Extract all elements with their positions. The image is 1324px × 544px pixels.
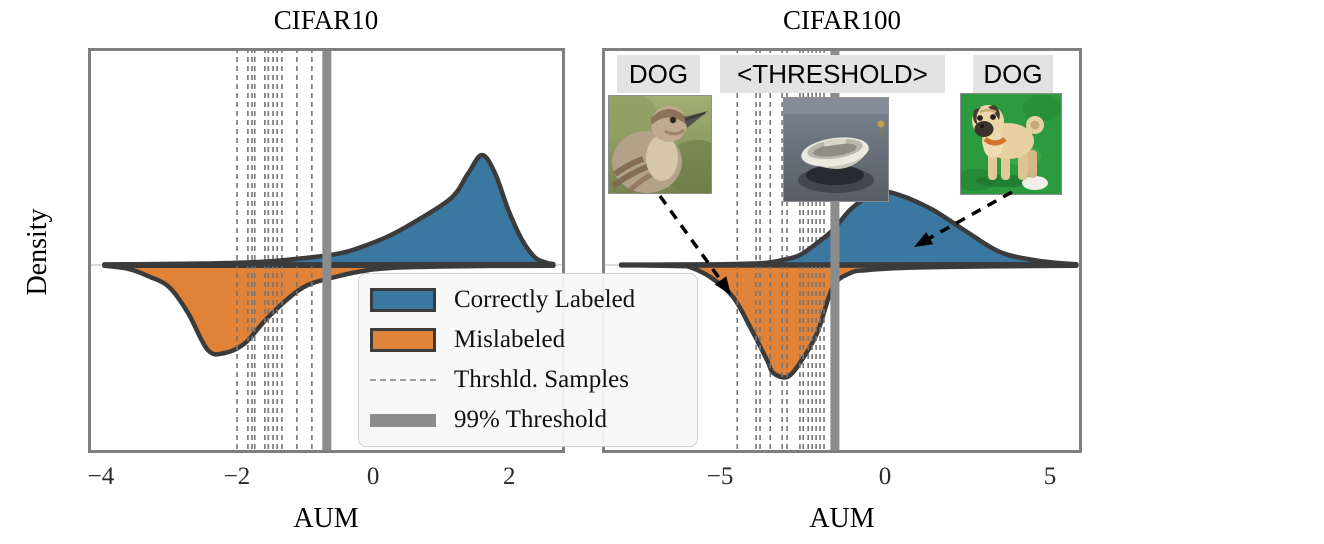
x-tick-cifar100-5: 5: [1043, 463, 1057, 490]
legend-item-99-threshold: 99% Threshold: [370, 400, 697, 440]
correct-density-outline: [102, 152, 556, 267]
x-tick-cifar10-0: 0: [366, 463, 380, 490]
legend-item-correctly-labeled: Correctly Labeled: [370, 280, 697, 320]
correct-density-area: [104, 155, 554, 265]
bird-image: [608, 95, 712, 194]
x-tick-cifar100-0: 0: [878, 463, 892, 490]
y-axis-label: Density: [22, 208, 53, 296]
annotation-label-dog-left: DOG: [617, 55, 700, 93]
x-tick-cifar100-−5: −5: [706, 463, 734, 490]
legend-label-correctly-labeled: Correctly Labeled: [454, 286, 636, 313]
legend-swatch-threshold-samples: [370, 379, 436, 381]
chart-title-cifar10: CIFAR10: [273, 5, 379, 35]
mislabeled-density-area: [104, 265, 554, 355]
legend-item-mislabeled: Mislabeled: [370, 320, 697, 360]
x-axis-label-left: AUM: [293, 503, 359, 534]
correct-density-area: [621, 190, 1077, 265]
x-tick-cifar10-−2: −2: [223, 463, 251, 490]
chart-title-cifar100: CIFAR100: [782, 5, 902, 35]
legend-label-mislabeled: Mislabeled: [454, 326, 566, 353]
correct-density-outline: [618, 188, 1079, 267]
legend-swatch-99-threshold: [370, 413, 436, 427]
mislabeled-density-area: [621, 265, 1077, 378]
legend: Correctly Labeled Mislabeled Thrshld. Sa…: [358, 273, 698, 447]
annotation-label-threshold: <THRESHOLD>: [720, 55, 945, 93]
legend-label-threshold-samples: Thrshld. Samples: [454, 366, 629, 393]
x-tick-cifar10-2: 2: [502, 463, 516, 490]
legend-swatch-mislabeled: [370, 328, 436, 352]
annotation-label-dog-right: DOG: [973, 55, 1053, 93]
boat-image: [783, 97, 889, 202]
legend-label-99-threshold: 99% Threshold: [454, 406, 607, 433]
x-axis-label-right: AUM: [809, 503, 875, 534]
legend-swatch-correctly-labeled: [370, 288, 436, 312]
legend-item-threshold-samples: Thrshld. Samples: [370, 360, 697, 400]
plot-frame: [88, 48, 565, 453]
plot-frame: [602, 48, 1082, 453]
mislabeled-density-outline: [102, 263, 556, 357]
pug-image: [960, 93, 1062, 195]
plot-area-cifar10: [88, 48, 565, 453]
x-tick-cifar10-−4: −4: [87, 463, 115, 490]
